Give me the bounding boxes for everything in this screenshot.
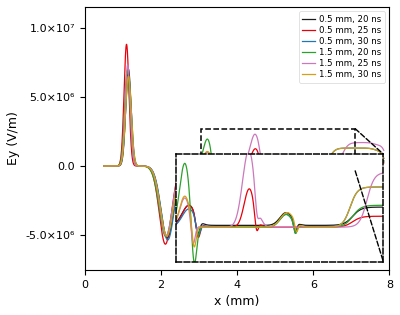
0.5 mm, 20 ns bbox=[376, 157, 381, 161]
0.5 mm, 20 ns bbox=[209, 153, 214, 157]
0.5 mm, 30 ns bbox=[133, 161, 138, 164]
Bar bbox=[201, 129, 355, 171]
1.5 mm, 25 ns bbox=[381, 148, 386, 152]
1.5 mm, 25 ns bbox=[133, 163, 138, 167]
0.5 mm, 25 ns bbox=[124, 43, 129, 46]
Line: 0.5 mm, 20 ns: 0.5 mm, 20 ns bbox=[104, 69, 384, 238]
X-axis label: x (mm): x (mm) bbox=[214, 295, 260, 308]
1.5 mm, 25 ns bbox=[346, 143, 351, 147]
1.5 mm, 25 ns bbox=[101, 164, 106, 168]
1.5 mm, 30 ns bbox=[164, 234, 169, 238]
0.5 mm, 25 ns bbox=[221, 161, 226, 165]
0.5 mm, 30 ns bbox=[101, 164, 106, 168]
Line: 0.5 mm, 25 ns: 0.5 mm, 25 ns bbox=[104, 44, 384, 244]
1.5 mm, 25 ns bbox=[150, 169, 155, 173]
1.5 mm, 30 ns bbox=[346, 146, 351, 150]
0.5 mm, 20 ns bbox=[346, 154, 351, 158]
1.5 mm, 20 ns bbox=[125, 69, 130, 72]
0.5 mm, 20 ns bbox=[126, 67, 131, 71]
1.5 mm, 25 ns bbox=[376, 143, 381, 147]
0.5 mm, 20 ns bbox=[150, 169, 155, 173]
1.5 mm, 30 ns bbox=[133, 161, 138, 164]
0.5 mm, 25 ns bbox=[209, 153, 214, 157]
1.5 mm, 30 ns bbox=[381, 157, 386, 160]
1.5 mm, 20 ns bbox=[101, 164, 106, 168]
0.5 mm, 20 ns bbox=[101, 164, 106, 168]
1.5 mm, 30 ns bbox=[150, 170, 155, 174]
1.5 mm, 20 ns bbox=[133, 163, 138, 167]
Y-axis label: Ey (V/m): Ey (V/m) bbox=[7, 112, 20, 165]
1.5 mm, 30 ns bbox=[376, 149, 381, 153]
Line: 0.5 mm, 30 ns: 0.5 mm, 30 ns bbox=[104, 76, 384, 240]
Line: 1.5 mm, 25 ns: 1.5 mm, 25 ns bbox=[104, 65, 384, 236]
1.5 mm, 20 ns bbox=[163, 235, 168, 238]
1.5 mm, 30 ns bbox=[126, 74, 131, 78]
0.5 mm, 25 ns bbox=[376, 160, 381, 163]
0.5 mm, 30 ns bbox=[150, 169, 155, 172]
0.5 mm, 20 ns bbox=[381, 159, 386, 163]
1.5 mm, 25 ns bbox=[125, 63, 130, 67]
Line: 1.5 mm, 20 ns: 1.5 mm, 20 ns bbox=[104, 71, 384, 237]
1.5 mm, 20 ns bbox=[209, 153, 214, 157]
1.5 mm, 30 ns bbox=[209, 156, 214, 160]
0.5 mm, 20 ns bbox=[133, 162, 138, 166]
1.5 mm, 20 ns bbox=[221, 161, 226, 165]
1.5 mm, 25 ns bbox=[164, 234, 168, 238]
1.5 mm, 20 ns bbox=[150, 172, 155, 176]
0.5 mm, 30 ns bbox=[126, 74, 131, 78]
1.5 mm, 20 ns bbox=[346, 153, 351, 157]
1.5 mm, 30 ns bbox=[221, 161, 226, 165]
0.5 mm, 30 ns bbox=[221, 161, 226, 165]
0.5 mm, 30 ns bbox=[346, 146, 351, 150]
1.5 mm, 20 ns bbox=[381, 160, 386, 164]
0.5 mm, 25 ns bbox=[101, 164, 106, 168]
0.5 mm, 30 ns bbox=[209, 155, 214, 158]
0.5 mm, 25 ns bbox=[163, 242, 168, 246]
1.5 mm, 25 ns bbox=[209, 158, 214, 162]
0.5 mm, 30 ns bbox=[376, 149, 381, 153]
1.5 mm, 25 ns bbox=[221, 161, 226, 165]
0.5 mm, 25 ns bbox=[150, 172, 155, 176]
0.5 mm, 25 ns bbox=[133, 164, 138, 168]
Line: 1.5 mm, 30 ns: 1.5 mm, 30 ns bbox=[104, 76, 384, 236]
0.5 mm, 30 ns bbox=[165, 238, 170, 242]
1.5 mm, 20 ns bbox=[376, 156, 381, 159]
0.5 mm, 30 ns bbox=[381, 157, 386, 160]
0.5 mm, 20 ns bbox=[221, 160, 226, 164]
1.5 mm, 30 ns bbox=[101, 164, 106, 168]
0.5 mm, 25 ns bbox=[346, 157, 351, 161]
Legend: 0.5 mm, 20 ns, 0.5 mm, 25 ns, 0.5 mm, 30 ns, 1.5 mm, 20 ns, 1.5 mm, 25 ns, 1.5 m: 0.5 mm, 20 ns, 0.5 mm, 25 ns, 0.5 mm, 30… bbox=[299, 11, 385, 83]
0.5 mm, 20 ns bbox=[165, 236, 170, 240]
0.5 mm, 25 ns bbox=[381, 161, 386, 165]
